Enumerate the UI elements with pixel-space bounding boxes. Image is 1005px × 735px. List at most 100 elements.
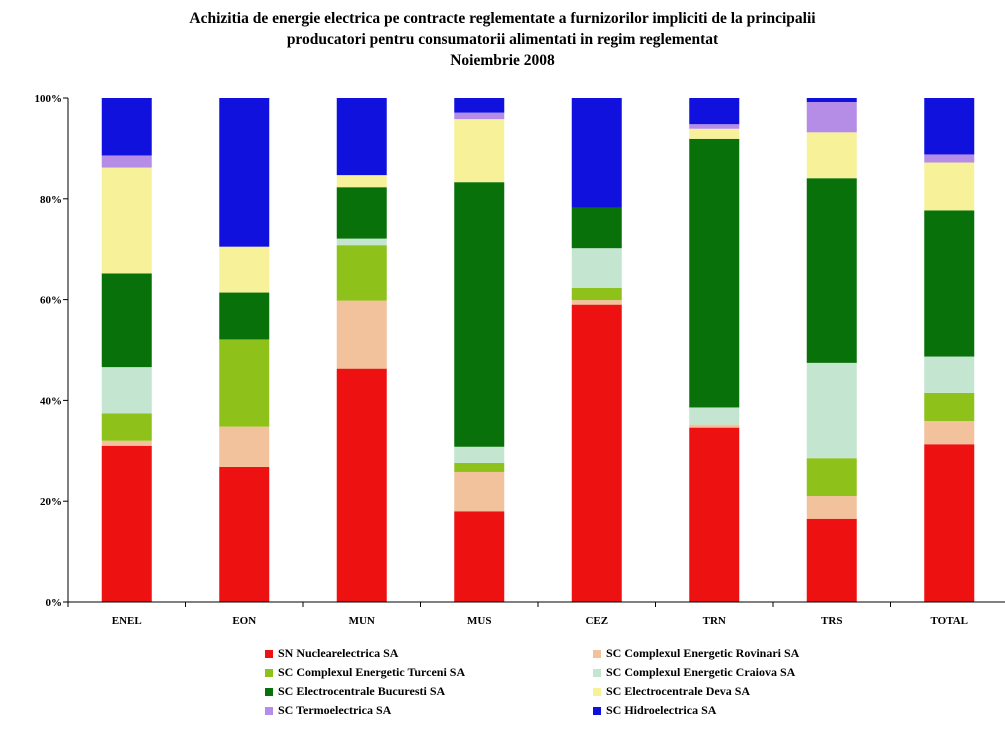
bar-segment-enel-7 bbox=[101, 155, 152, 168]
legend-label: SC Complexul Energetic Craiova SA bbox=[606, 665, 796, 679]
bar-segment-mus-6 bbox=[454, 119, 505, 183]
legend-label: SN Nuclearelectrica SA bbox=[278, 646, 399, 660]
x-tick-label: MUS bbox=[467, 615, 491, 627]
chart-title-line-2: producatori pentru consumatorii alimenta… bbox=[286, 31, 719, 48]
x-tick-label: TRS bbox=[821, 615, 842, 627]
chart-title: Achizitia de energie electrica pe contra… bbox=[0, 8, 1005, 71]
bar-segment-eon-5 bbox=[219, 292, 270, 340]
legend-item: SC Hidroelectrica SA bbox=[593, 703, 716, 718]
legend-item: SC Complexul Energetic Turceni SA bbox=[265, 665, 465, 680]
legend-item: SN Nuclearelectrica SA bbox=[265, 646, 398, 661]
bar-segment-mus-8 bbox=[454, 98, 505, 113]
bar-segment-cez-5 bbox=[571, 207, 622, 249]
legend-swatch bbox=[265, 649, 273, 658]
bar-segment-cez-2 bbox=[571, 300, 622, 305]
bar-segment-mun-4 bbox=[336, 238, 387, 246]
x-tick-label: TOTAL bbox=[931, 615, 969, 627]
bar-segment-enel-4 bbox=[101, 367, 152, 414]
bar-segment-trn-2 bbox=[689, 424, 740, 428]
bar-segment-mun-8 bbox=[336, 98, 387, 176]
x-tick-label: ENEL bbox=[112, 615, 142, 627]
bar-segment-enel-1 bbox=[101, 445, 152, 602]
bar-segment-trn-7 bbox=[689, 124, 740, 129]
bar-segment-cez-8 bbox=[571, 98, 622, 208]
axes-layer: ENEL EON MUN MUS CEZ TRN TRS TOTAL 0% 20% 40% 60% 80… bbox=[35, 93, 1005, 627]
bar-segment-eon-1 bbox=[219, 466, 270, 602]
legend-item: SC Termoelectrica SA bbox=[265, 703, 391, 718]
legend-item: SC Electrocentrale Bucuresti SA bbox=[265, 684, 445, 699]
legend-label: SC Electrocentrale Bucuresti SA bbox=[278, 684, 446, 698]
bar-segment-trs-4 bbox=[806, 362, 857, 459]
bar-segment-total-1 bbox=[924, 444, 975, 602]
legend-item: SC Electrocentrale Deva SA bbox=[593, 684, 750, 699]
bar-segment-eon-6 bbox=[219, 246, 270, 293]
bar-segment-mun-1 bbox=[336, 368, 387, 602]
legend-swatch bbox=[593, 706, 601, 715]
x-tick-label: MUN bbox=[349, 615, 375, 627]
bar-segment-mus-5 bbox=[454, 182, 505, 447]
bar-segment-total-8 bbox=[924, 98, 975, 155]
x-tick-label: TRN bbox=[703, 615, 726, 627]
bar-segment-enel-8 bbox=[101, 98, 152, 156]
bar-segment-trs-8 bbox=[806, 98, 857, 103]
y-tick-label: 60% bbox=[40, 295, 62, 307]
bar-segment-trs-7 bbox=[806, 102, 857, 133]
bar-segment-eon-3 bbox=[219, 339, 270, 427]
bar-segment-mun-6 bbox=[336, 175, 387, 188]
bar-segment-mun-2 bbox=[336, 300, 387, 369]
bar-segment-trs-1 bbox=[806, 518, 857, 602]
bar-segment-mun-5 bbox=[336, 187, 387, 239]
bar-segment-cez-4 bbox=[571, 248, 622, 289]
bar-segment-trn-1 bbox=[689, 427, 740, 602]
chart-title-line-1: Achizitia de energie electrica pe contra… bbox=[189, 10, 816, 27]
bar-segment-mun-3 bbox=[336, 245, 387, 301]
legend-label: SC Termoelectrica SA bbox=[278, 703, 392, 717]
bar-segment-enel-3 bbox=[101, 413, 152, 441]
bar-segment-total-3 bbox=[924, 392, 975, 422]
legend-swatch bbox=[593, 649, 601, 658]
y-tick-label: 80% bbox=[40, 194, 62, 206]
chart-title-line-3: Noiembrie 2008 bbox=[450, 52, 555, 69]
bar-segment-trs-6 bbox=[806, 132, 857, 179]
y-tick-label: 100% bbox=[35, 93, 63, 105]
bar-segment-mus-4 bbox=[454, 446, 505, 463]
legend-swatch bbox=[593, 687, 601, 696]
bar-segment-trs-3 bbox=[806, 458, 857, 497]
legend-swatch bbox=[265, 668, 273, 677]
bar-segment-cez-1 bbox=[571, 304, 622, 602]
bar-segment-total-4 bbox=[924, 356, 975, 393]
bar-segment-mus-7 bbox=[454, 112, 505, 120]
y-tick-label: 20% bbox=[40, 496, 62, 508]
legend-label: SC Complexul Energetic Rovinari SA bbox=[606, 646, 800, 660]
bar-segment-enel-5 bbox=[101, 273, 152, 368]
bar-segment-trs-2 bbox=[806, 496, 857, 519]
bar-segment-cez-3 bbox=[571, 288, 622, 301]
stacked-bar-chart: ENEL EON MUN MUS CEZ TRN TRS TOTAL 0% 20% 40% 60% 80… bbox=[35, 93, 1005, 627]
x-tick-label: EON bbox=[232, 615, 256, 627]
y-tick-label: 0% bbox=[46, 597, 63, 609]
bar-segment-trn-8 bbox=[689, 98, 740, 125]
bar-segment-mus-2 bbox=[454, 471, 505, 512]
legend-item: SC Complexul Energetic Rovinari SA bbox=[593, 646, 799, 661]
legend-swatch bbox=[265, 687, 273, 696]
legend-swatch bbox=[265, 706, 273, 715]
bar-segment-total-7 bbox=[924, 154, 975, 163]
legend-item: SC Complexul Energetic Craiova SA bbox=[593, 665, 795, 680]
legend-label: SC Electrocentrale Deva SA bbox=[606, 684, 751, 698]
y-tick-label: 40% bbox=[40, 395, 62, 407]
legend-label: SC Hidroelectrica SA bbox=[606, 703, 717, 717]
bar-segment-enel-2 bbox=[101, 440, 152, 446]
bar-segment-total-6 bbox=[924, 162, 975, 211]
bar-segment-total-2 bbox=[924, 421, 975, 445]
legend-label: SC Complexul Energetic Turceni SA bbox=[278, 665, 466, 679]
bar-segment-trs-5 bbox=[806, 178, 857, 363]
bars-layer bbox=[101, 98, 975, 602]
bar-segment-trn-4 bbox=[689, 407, 740, 425]
bar-segment-trn-6 bbox=[689, 128, 740, 139]
x-tick-label: CEZ bbox=[585, 615, 608, 627]
legend-swatch bbox=[593, 668, 601, 677]
bar-segment-total-5 bbox=[924, 210, 975, 357]
bar-segment-mus-1 bbox=[454, 511, 505, 602]
bar-segment-eon-2 bbox=[219, 426, 270, 467]
bar-segment-eon-8 bbox=[219, 98, 270, 247]
